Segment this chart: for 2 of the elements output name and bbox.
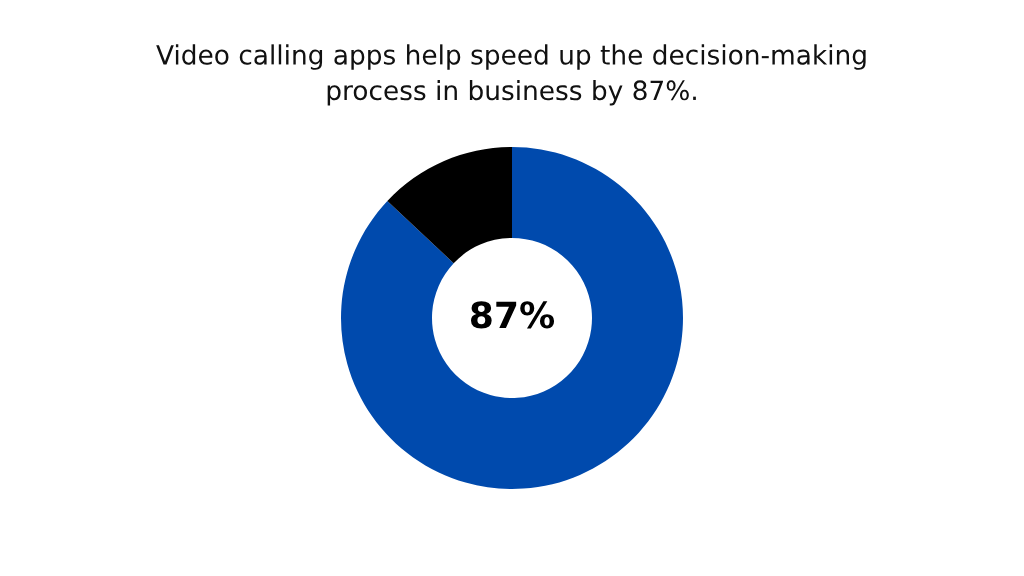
- data-label: 87%: [470, 301, 555, 329]
- chart-title: Video calling apps help speed up the decision-making process in business by 87%.: [156, 44, 866, 106]
